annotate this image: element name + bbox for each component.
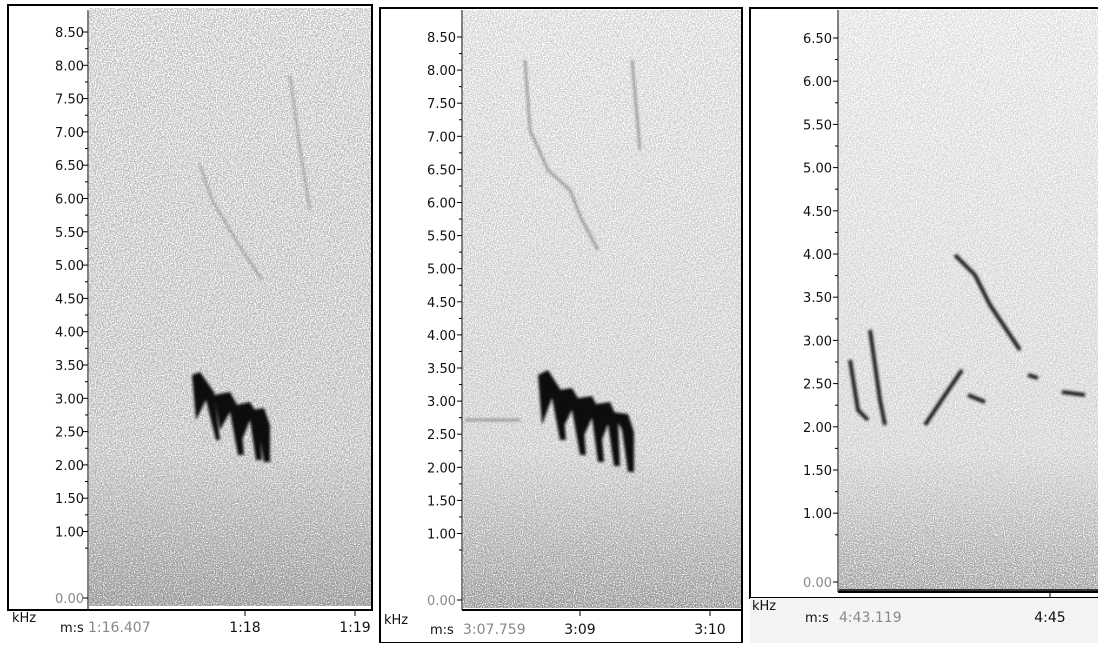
x-unit: m:s bbox=[430, 623, 454, 638]
x-unit: m:s bbox=[60, 621, 84, 636]
spectrogram-noise bbox=[463, 10, 741, 608]
y-tick-label: 5.50 bbox=[427, 230, 456, 245]
y-tick-label: 0.00 bbox=[803, 576, 832, 591]
y-tick-label: 3.50 bbox=[803, 291, 832, 306]
call-trace bbox=[538, 370, 634, 472]
y-tick-label: 6.50 bbox=[427, 163, 456, 178]
x-tick-label: 4:45 bbox=[1034, 610, 1065, 626]
y-tick-label: 6.50 bbox=[803, 32, 832, 47]
y-tick-label: 5.00 bbox=[55, 259, 84, 274]
call-trace bbox=[848, 253, 1086, 427]
x-start-time: 4:43.119 bbox=[839, 610, 902, 626]
x-tick-label: 1:19 bbox=[339, 620, 370, 636]
y-unit: kHz bbox=[384, 613, 408, 628]
y-tick-label: 7.50 bbox=[55, 93, 84, 108]
y-tick-label: 2.50 bbox=[55, 426, 84, 441]
y-tick-label: 4.00 bbox=[427, 329, 456, 344]
y-tick-label: 3.00 bbox=[427, 395, 456, 410]
y-tick-label: 0.00 bbox=[55, 592, 84, 607]
spectrogram-noise bbox=[839, 10, 1098, 590]
y-tick-label: 5.00 bbox=[803, 162, 832, 177]
y-tick-label: 6.00 bbox=[427, 197, 456, 212]
y-tick-label: 8.00 bbox=[427, 64, 456, 79]
y-tick-label: 4.00 bbox=[803, 248, 832, 263]
y-unit: kHz bbox=[12, 611, 36, 626]
x-start-time: 3:07.759 bbox=[463, 622, 526, 638]
y-tick-label: 0.00 bbox=[427, 594, 456, 609]
y-tick-label: 1.00 bbox=[55, 526, 84, 541]
y-tick-label: 8.50 bbox=[427, 31, 456, 46]
y-tick-label: 8.50 bbox=[55, 26, 84, 41]
faint-trace bbox=[199, 74, 311, 281]
y-tick-label: 5.50 bbox=[55, 226, 84, 241]
panel-1 bbox=[7, 4, 373, 611]
x-tick-label: 3:10 bbox=[694, 622, 725, 638]
y-tick-label: 2.50 bbox=[427, 428, 456, 443]
y-tick-label: 7.50 bbox=[427, 97, 456, 112]
y-tick-label: 3.50 bbox=[427, 362, 456, 377]
x-tick-label: 3:09 bbox=[564, 622, 595, 638]
panel-2 bbox=[379, 7, 743, 644]
y-tick-label: 1.00 bbox=[803, 507, 832, 522]
y-tick-label: 8.00 bbox=[55, 59, 84, 74]
y-unit: kHz bbox=[752, 599, 776, 614]
call-trace bbox=[192, 372, 270, 462]
y-tick-label: 2.00 bbox=[55, 459, 84, 474]
y-tick-label: 7.00 bbox=[427, 130, 456, 145]
y-tick-label: 2.00 bbox=[803, 421, 832, 436]
y-tick-label: 3.00 bbox=[803, 334, 832, 349]
y-tick-label: 1.50 bbox=[55, 492, 84, 507]
y-tick-label: 4.50 bbox=[803, 205, 832, 220]
y-tick-label: 1.00 bbox=[427, 528, 456, 543]
y-tick-label: 1.50 bbox=[803, 464, 832, 479]
status-strip bbox=[750, 598, 1098, 643]
y-tick-label: 6.00 bbox=[55, 193, 84, 208]
x-start-time: 1:16.407 bbox=[88, 620, 151, 636]
y-tick-label: 3.00 bbox=[55, 392, 84, 407]
y-tick-label: 4.50 bbox=[427, 296, 456, 311]
x-tick-label: 1:18 bbox=[229, 620, 260, 636]
spectrogram-noise bbox=[89, 8, 371, 606]
y-tick-label: 7.00 bbox=[55, 126, 84, 141]
panel-3 bbox=[749, 7, 1098, 643]
y-tick-label: 4.00 bbox=[55, 326, 84, 341]
y-tick-label: 5.50 bbox=[803, 118, 832, 133]
y-tick-label: 3.50 bbox=[55, 359, 84, 374]
y-tick-label: 1.50 bbox=[427, 494, 456, 509]
y-tick-label: 6.00 bbox=[803, 75, 832, 90]
x-unit: m:s bbox=[805, 611, 829, 626]
y-tick-label: 2.50 bbox=[803, 378, 832, 393]
y-tick-label: 5.00 bbox=[427, 263, 456, 278]
faint-trace bbox=[465, 59, 642, 422]
y-tick-label: 2.00 bbox=[427, 461, 456, 476]
y-tick-label: 4.50 bbox=[55, 292, 84, 307]
y-tick-label: 6.50 bbox=[55, 159, 84, 174]
